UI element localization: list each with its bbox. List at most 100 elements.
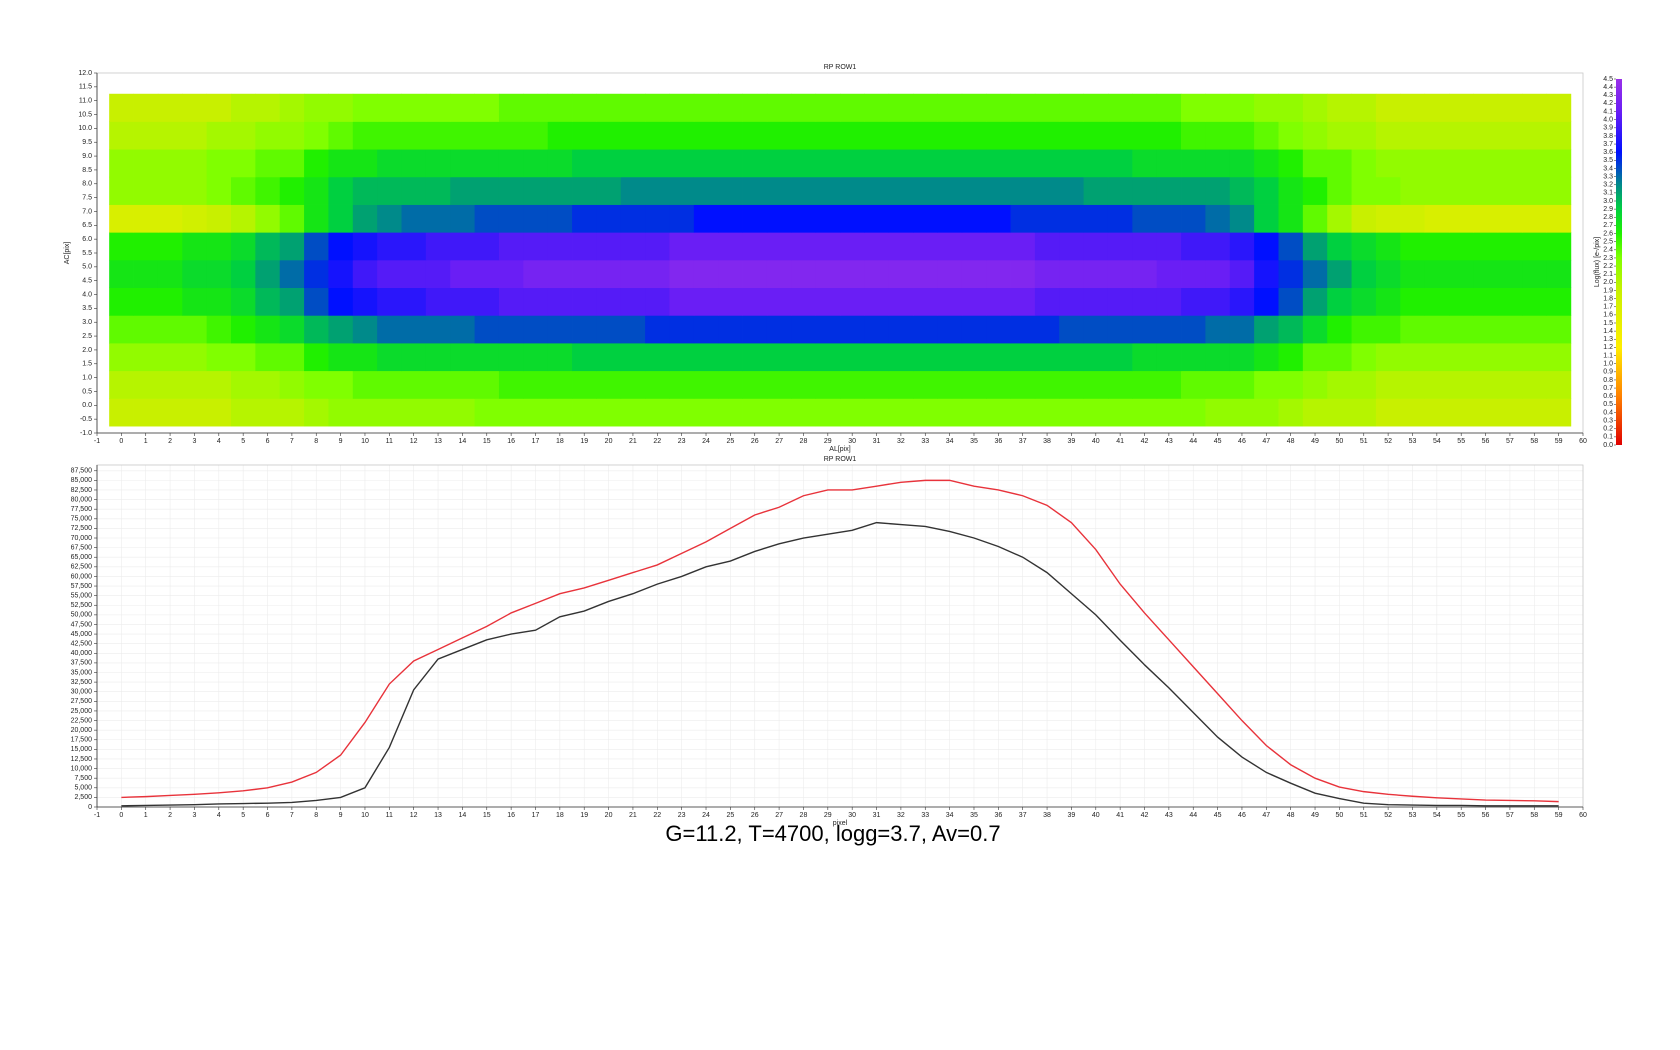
- heatmap-cell: [669, 370, 695, 399]
- y-tick-label: -0.5: [80, 416, 92, 423]
- x-tick-label: 49: [1311, 812, 1319, 819]
- heatmap-cell: [1522, 370, 1547, 399]
- heatmap-cell: [230, 315, 256, 344]
- heatmap-cell: [986, 176, 1011, 205]
- heatmap-cell: [523, 287, 549, 316]
- heatmap-cell: [377, 398, 402, 427]
- heatmap-cell: [547, 343, 573, 372]
- heatmap-cell: [1181, 121, 1206, 150]
- heatmap-cell: [547, 93, 573, 122]
- x-tick-label: 18: [556, 438, 564, 445]
- heatmap-cell: [1327, 398, 1352, 427]
- heatmap-cell: [1449, 93, 1474, 122]
- heatmap-cell: [206, 232, 232, 261]
- heatmap-cell: [1497, 259, 1523, 289]
- heatmap-cell: [1181, 315, 1206, 344]
- heatmap-cell: [1229, 287, 1255, 316]
- heatmap-cell: [1497, 176, 1523, 205]
- heatmap-cell: [1327, 343, 1352, 372]
- heatmap-cell: [1351, 232, 1377, 261]
- heatmap-cell: [1497, 287, 1523, 316]
- heatmap-cell: [986, 370, 1011, 399]
- y-tick-label: 4.0: [82, 291, 92, 298]
- colorbar-tick-label: 4.2: [1603, 100, 1613, 107]
- heatmap-cell: [1083, 315, 1109, 344]
- heatmap-cell: [1473, 287, 1499, 316]
- heatmap-cell: [572, 93, 597, 122]
- heatmap-cell: [1156, 121, 1182, 150]
- x-tick-label: 9: [339, 438, 343, 445]
- heatmap-cell: [474, 121, 500, 150]
- heatmap-cell: [1229, 398, 1255, 427]
- heatmap-cell: [474, 176, 500, 205]
- heatmap-cell: [693, 287, 719, 316]
- colorbar-tick-label: 1.2: [1603, 344, 1613, 351]
- heatmap-cell: [1546, 259, 1572, 289]
- x-tick-label: 25: [726, 812, 734, 819]
- heatmap-cell: [766, 398, 792, 427]
- y-tick-label: 60,000: [71, 573, 93, 580]
- heatmap-cell: [157, 315, 183, 344]
- heatmap-cell: [523, 121, 549, 150]
- heatmap-cell: [815, 315, 841, 344]
- heatmap-cell: [1473, 398, 1499, 427]
- heatmap-cell: [1132, 259, 1158, 289]
- heatmap-cell: [1034, 370, 1060, 399]
- heatmap-cell: [669, 204, 695, 233]
- x-tick-label: 26: [751, 438, 759, 445]
- heatmap-cell: [1254, 204, 1279, 233]
- heatmap-cell: [1229, 149, 1255, 178]
- heatmap-cell: [864, 93, 890, 122]
- x-tick-label: 2: [168, 812, 172, 819]
- heatmap-cell: [1327, 93, 1352, 122]
- heatmap-cell: [279, 287, 305, 316]
- heatmap-cell: [547, 149, 573, 178]
- heatmap-cell: [498, 232, 524, 261]
- heatmap-cell: [913, 259, 938, 289]
- heatmap-cell: [1473, 204, 1499, 233]
- heatmap-cell: [230, 370, 256, 399]
- x-tick-label: 34: [946, 812, 954, 819]
- heatmap-cell: [1229, 93, 1255, 122]
- heatmap-cell: [913, 343, 938, 372]
- heatmap-cell: [1181, 343, 1206, 372]
- heatmap-cell: [596, 176, 622, 205]
- heatmap-cell: [742, 398, 768, 427]
- heatmap-cell: [1059, 93, 1085, 122]
- y-tick-label: 67,500: [71, 544, 93, 551]
- heatmap-cell: [913, 287, 938, 316]
- x-tick-label: 37: [1019, 438, 1027, 445]
- heatmap-cell: [1010, 176, 1036, 205]
- heatmap-cell: [742, 93, 768, 122]
- heatmap-cell: [1497, 121, 1523, 150]
- heatmap-cell: [1449, 232, 1474, 261]
- heatmap-cell: [913, 315, 938, 344]
- heatmap-cell: [864, 121, 890, 150]
- x-tick-label: 11: [386, 812, 393, 819]
- x-tick-label: 23: [678, 438, 686, 445]
- x-tick-label: 13: [434, 438, 442, 445]
- heatmap-cell: [766, 315, 792, 344]
- heatmap-cell: [304, 315, 329, 344]
- heatmap-cell: [206, 149, 232, 178]
- x-tick-label: 31: [873, 812, 881, 819]
- heatmap-cell: [1424, 93, 1450, 122]
- heatmap-cell: [1546, 121, 1572, 150]
- heatmap-cell: [1375, 176, 1401, 205]
- heatmap-cell: [1254, 287, 1279, 316]
- heatmap-cell: [352, 204, 378, 233]
- heatmap-cell: [1449, 287, 1474, 316]
- heatmap-cell: [693, 315, 719, 344]
- colorbar-tick-label: 2.7: [1603, 222, 1613, 229]
- heatmap-cell: [864, 343, 890, 372]
- heatmap-cell: [498, 287, 524, 316]
- heatmap-cell: [572, 176, 597, 205]
- heatmap-cell: [352, 176, 378, 205]
- heatmap-cell: [1181, 204, 1206, 233]
- heatmap-cell: [401, 343, 427, 372]
- heatmap-cell: [1302, 287, 1328, 316]
- heatmap-cell: [547, 287, 573, 316]
- heatmap-cell: [255, 343, 281, 372]
- heatmap-cell: [961, 149, 987, 178]
- heatmap-cell: [1473, 315, 1499, 344]
